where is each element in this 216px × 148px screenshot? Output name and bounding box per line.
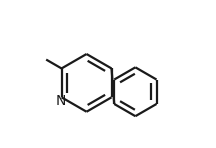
- Text: N: N: [56, 94, 66, 108]
